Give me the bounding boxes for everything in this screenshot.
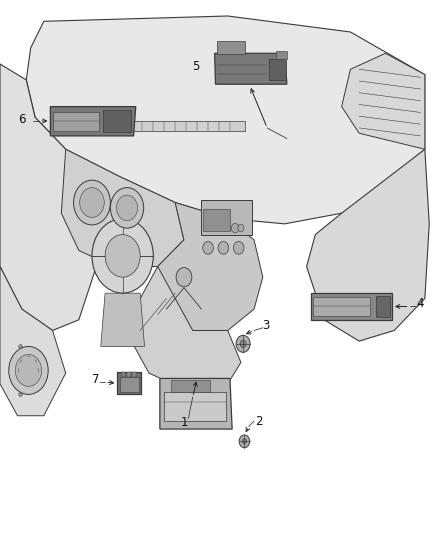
Circle shape bbox=[80, 188, 104, 217]
Polygon shape bbox=[215, 53, 287, 84]
Polygon shape bbox=[158, 203, 263, 330]
Circle shape bbox=[92, 219, 153, 293]
Circle shape bbox=[240, 340, 246, 348]
Bar bbox=[164, 392, 226, 421]
Polygon shape bbox=[0, 64, 96, 330]
Bar bbox=[276, 51, 287, 59]
Circle shape bbox=[233, 241, 244, 254]
Bar bbox=[201, 200, 252, 235]
Circle shape bbox=[117, 195, 138, 221]
Bar bbox=[103, 110, 131, 132]
Text: 1: 1 bbox=[180, 416, 188, 429]
Circle shape bbox=[9, 346, 48, 394]
Text: 6: 6 bbox=[18, 114, 26, 126]
Polygon shape bbox=[307, 149, 429, 341]
Bar bbox=[132, 372, 136, 377]
Circle shape bbox=[74, 180, 110, 225]
Circle shape bbox=[203, 241, 213, 254]
Bar bbox=[313, 297, 370, 316]
Circle shape bbox=[105, 235, 140, 277]
Bar bbox=[269, 59, 286, 80]
Text: 5: 5 bbox=[193, 60, 200, 73]
Polygon shape bbox=[50, 107, 136, 136]
Bar bbox=[122, 372, 125, 377]
Polygon shape bbox=[101, 293, 145, 346]
Bar bbox=[171, 380, 210, 392]
Circle shape bbox=[239, 435, 250, 448]
Circle shape bbox=[110, 188, 144, 228]
Polygon shape bbox=[26, 16, 425, 224]
Bar bbox=[217, 41, 245, 54]
Polygon shape bbox=[131, 266, 241, 389]
Circle shape bbox=[238, 224, 244, 232]
Text: 7: 7 bbox=[92, 373, 99, 386]
Polygon shape bbox=[160, 378, 232, 429]
Polygon shape bbox=[342, 53, 425, 149]
Bar bbox=[120, 377, 139, 392]
Bar bbox=[53, 112, 99, 131]
Polygon shape bbox=[61, 149, 184, 266]
Polygon shape bbox=[0, 266, 66, 416]
Circle shape bbox=[242, 439, 247, 444]
Text: 3: 3 bbox=[263, 319, 270, 332]
Circle shape bbox=[15, 354, 42, 386]
Polygon shape bbox=[311, 293, 392, 320]
Bar bbox=[79, 121, 245, 131]
Bar bbox=[127, 372, 131, 377]
Circle shape bbox=[231, 223, 239, 233]
Bar bbox=[376, 296, 390, 317]
Circle shape bbox=[236, 335, 250, 352]
Polygon shape bbox=[117, 372, 141, 394]
Bar bbox=[203, 209, 230, 231]
Text: 4: 4 bbox=[417, 297, 424, 310]
Text: 2: 2 bbox=[254, 415, 262, 427]
Circle shape bbox=[176, 268, 192, 287]
Circle shape bbox=[218, 241, 229, 254]
